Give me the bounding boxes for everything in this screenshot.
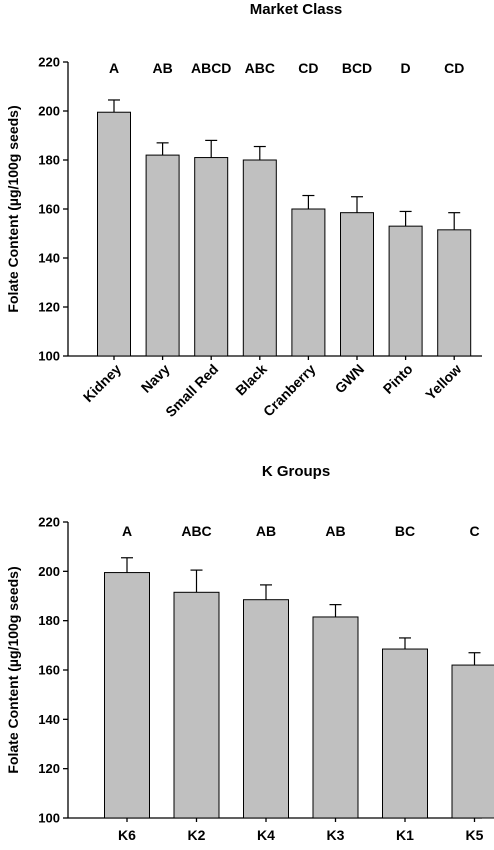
- group-letter: AB: [256, 523, 276, 539]
- bar: [97, 111, 131, 357]
- k-groups-chart: K Groups 100 120 140 160 180 200 220 Folate Cont…: [5, 463, 494, 843]
- bar: [173, 591, 220, 819]
- y-tick-label: 220: [38, 55, 60, 70]
- x-tick-label: Navy: [138, 361, 173, 396]
- x-tick-label: K1: [396, 827, 414, 843]
- y-tick-label: 180: [38, 153, 60, 168]
- group-letter: BC: [395, 523, 415, 539]
- market-class-chart: Market Class 100 120 140 160 180 200 220 Folate …: [5, 1, 482, 420]
- y-tick-label: 160: [38, 663, 60, 678]
- bar: [437, 229, 472, 357]
- x-tick-label: Yellow: [422, 361, 464, 403]
- x-tick-label: GWN: [332, 361, 368, 397]
- group-letter: ABC: [181, 523, 211, 539]
- x-tick-label: Small Red: [162, 361, 221, 420]
- y-axis-label: Folate Content (µg/100g seeds): [5, 105, 21, 312]
- x-tick-label: K5: [466, 827, 484, 843]
- chart-title: K Groups: [262, 463, 330, 480]
- bar: [312, 616, 359, 819]
- y-tick-label: 120: [38, 761, 60, 776]
- y-tick-label: 180: [38, 613, 60, 628]
- bar: [145, 154, 180, 357]
- group-letter: C: [469, 523, 479, 539]
- group-letter: AB: [325, 523, 345, 539]
- group-letter: A: [109, 60, 119, 76]
- x-tick-label: K2: [188, 827, 206, 843]
- y-tick-label: 140: [38, 712, 60, 727]
- x-tick-label: Pinto: [380, 361, 416, 397]
- x-tick-label: K3: [327, 827, 345, 843]
- bar: [104, 572, 150, 819]
- y-tick-label: 200: [38, 564, 60, 579]
- y-tick-label: 100: [38, 349, 60, 364]
- y-tick-label: 100: [38, 811, 60, 826]
- group-letter: CD: [298, 60, 318, 76]
- group-letter: D: [401, 60, 411, 76]
- y-tick-label: 140: [38, 251, 60, 266]
- group-letter: BCD: [342, 60, 372, 76]
- x-tick-label: Cranberry: [260, 361, 319, 420]
- y-tick-label: 220: [38, 515, 60, 530]
- x-tick-label: K4: [257, 827, 275, 843]
- group-letter: ABCD: [191, 60, 231, 76]
- group-letter: AB: [152, 60, 172, 76]
- group-letter: A: [122, 523, 132, 539]
- y-axis-label: Folate Content (µg/100g seeds): [5, 566, 21, 773]
- bar: [291, 208, 326, 357]
- bar: [340, 212, 374, 357]
- bar: [451, 664, 494, 819]
- chart-title: Market Class: [250, 1, 343, 18]
- x-tick-label: Kidney: [80, 361, 124, 405]
- y-tick-label: 160: [38, 202, 60, 217]
- bar: [243, 599, 289, 819]
- y-tick-label: 120: [38, 300, 60, 315]
- group-letter: CD: [444, 60, 464, 76]
- group-letter: ABC: [245, 60, 275, 76]
- x-tick-label: K6: [118, 827, 136, 843]
- y-tick-label: 200: [38, 104, 60, 119]
- x-tick-label: Black: [232, 361, 270, 399]
- bar: [388, 225, 423, 357]
- bar: [242, 159, 277, 357]
- bar: [194, 157, 229, 357]
- bar: [382, 648, 428, 819]
